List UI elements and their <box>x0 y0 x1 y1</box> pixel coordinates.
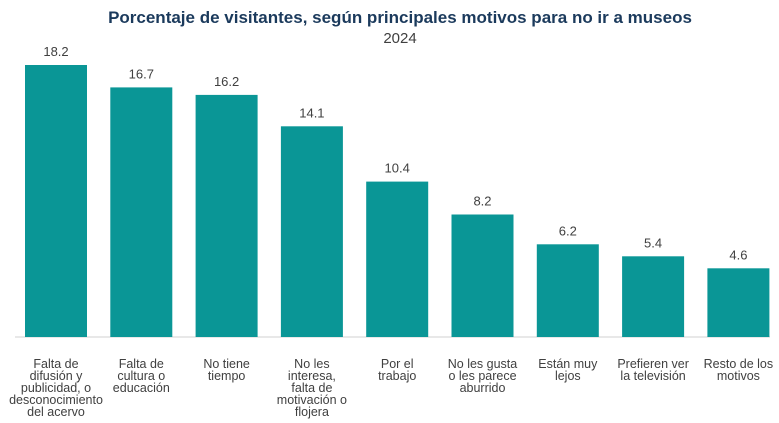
category-label-line: educación <box>113 381 170 395</box>
category-label-line: difusión y <box>30 369 84 383</box>
category-label-line: Falta de <box>119 357 164 371</box>
category-label-line: o les parece <box>448 369 516 383</box>
value-labels: 18.2 16.7 16.2 14.1 10.4 8.2 6.2 5.4 4.6 <box>43 44 747 262</box>
bar <box>110 87 173 338</box>
bar <box>707 268 770 337</box>
value-label: 10.4 <box>385 161 410 176</box>
category-label: Resto de los motivos <box>704 357 773 383</box>
category-label-line: Están muy <box>538 357 598 371</box>
category-label-line: Falta de <box>33 357 78 371</box>
category-label-line: tiempo <box>208 369 246 383</box>
category-label-line: interesa, <box>288 369 336 383</box>
value-label: 14.1 <box>299 105 324 120</box>
bar <box>25 65 87 337</box>
category-label: Falta de cultura o educación <box>113 357 170 395</box>
category-label-line: Prefieren ver <box>617 357 689 371</box>
category-label-line: trabajo <box>378 369 416 383</box>
value-label: 4.6 <box>729 247 747 262</box>
category-label-line: No les <box>294 357 329 371</box>
bar <box>622 256 685 337</box>
bar-series <box>25 65 770 338</box>
category-label-line: aburrido <box>460 381 506 395</box>
value-label: 16.7 <box>129 66 154 81</box>
category-label-line: la televisión <box>620 369 685 383</box>
category-label-line: cultura o <box>117 369 165 383</box>
category-label: No les gusta o les parece aburrido <box>448 357 518 395</box>
category-label-line: desconocimiento <box>9 393 103 407</box>
category-label-line: flojera <box>295 405 329 419</box>
category-label: Están muy lejos <box>538 357 598 383</box>
category-label: Por el trabajo <box>378 357 416 383</box>
category-label: Prefieren ver la televisión <box>617 357 689 383</box>
value-label: 16.2 <box>214 74 239 89</box>
bar <box>280 126 343 337</box>
category-label-line: No tiene <box>203 357 250 371</box>
category-label: Falta de difusión y publicidad, o desconoci… <box>9 357 103 419</box>
category-label-line: motivación o <box>277 393 347 407</box>
category-label-line: No les gusta <box>448 357 518 371</box>
category-labels: Falta de difusión y publicidad, o desconoci… <box>9 357 773 419</box>
category-label-line: lejos <box>555 369 581 383</box>
value-label: 5.4 <box>644 235 662 250</box>
chart-title: Porcentaje de visitantes, según principa… <box>108 8 692 27</box>
value-label: 6.2 <box>559 223 577 238</box>
bar <box>536 244 599 337</box>
bar <box>366 181 429 337</box>
bar <box>451 214 514 337</box>
category-label-line: Por el <box>381 357 414 371</box>
category-label-line: Resto de los <box>704 357 773 371</box>
bar <box>195 94 258 338</box>
value-label: 8.2 <box>473 194 491 209</box>
category-label-line: motivos <box>717 369 760 383</box>
value-label: 18.2 <box>43 44 68 59</box>
category-label-line: del acervo <box>27 405 85 419</box>
category-label: No les interesa, falta de motivación o floje… <box>277 357 347 419</box>
category-label-line: publicidad, o <box>21 381 91 395</box>
chart-subtitle: 2024 <box>383 30 416 47</box>
category-label: No tiene tiempo <box>203 357 250 383</box>
category-label-line: falta de <box>291 381 332 395</box>
